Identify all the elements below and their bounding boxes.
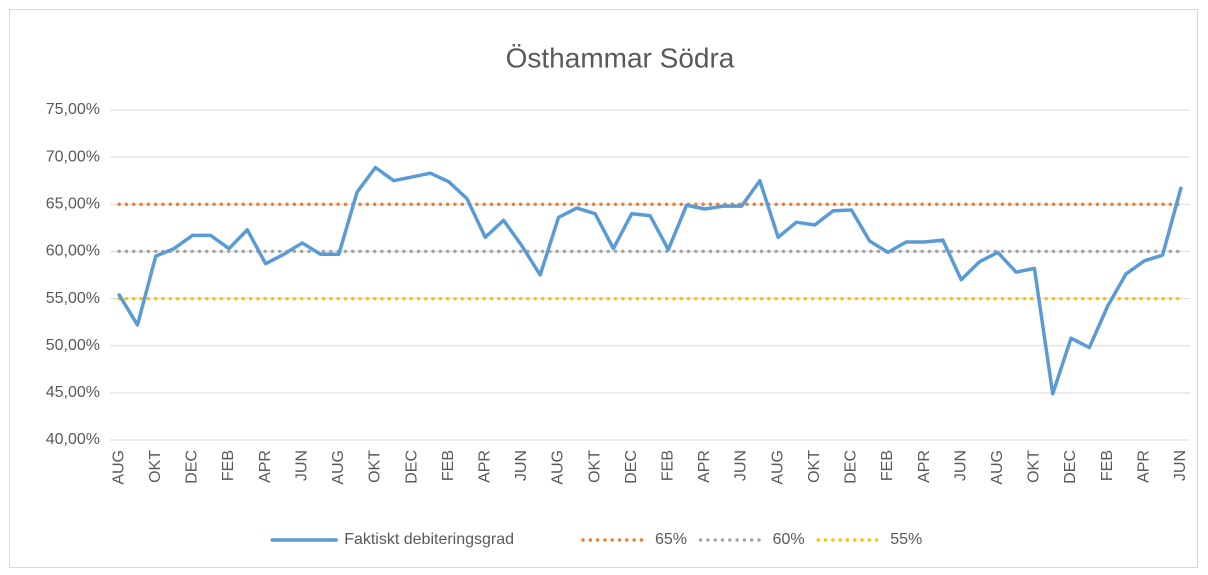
x-tick-label: AUG xyxy=(550,450,567,485)
x-tick-label: FEB xyxy=(220,450,237,481)
x-tick-label: FEB xyxy=(440,450,457,481)
legend-label: 55% xyxy=(890,531,922,548)
line-series xyxy=(117,165,1183,396)
x-tick-label: JUN xyxy=(952,450,969,481)
x-tick-label: APR xyxy=(1135,450,1152,483)
chart-border xyxy=(9,9,1198,568)
y-tick-label: 50,00% xyxy=(46,337,100,354)
x-tick-label: DEC xyxy=(1062,450,1079,484)
x-tick-label: DEC xyxy=(843,450,860,484)
x-tick-label: APR xyxy=(476,450,493,483)
x-tick-label: JUN xyxy=(733,450,750,481)
x-tick-label: OKT xyxy=(806,450,823,483)
x-tick-label: OKT xyxy=(1026,450,1043,483)
x-tick-label: APR xyxy=(696,450,713,483)
x-tick-label: APR xyxy=(916,450,933,483)
y-tick-label: 75,00% xyxy=(46,101,100,118)
legend-label: 65% xyxy=(655,531,687,548)
x-tick-label: JUN xyxy=(1172,450,1189,481)
x-tick-label: APR xyxy=(257,450,274,483)
y-tick-label: 65,00% xyxy=(46,196,100,213)
x-tick-label: AUG xyxy=(110,450,127,485)
x-tick-label: OKT xyxy=(367,450,384,483)
y-tick-label: 45,00% xyxy=(46,384,100,401)
legend-label: Faktiskt debiteringsgrad xyxy=(344,531,514,548)
chart-title: Östhammar Södra xyxy=(506,42,735,73)
y-tick-label: 60,00% xyxy=(46,243,100,260)
x-tick-label: OKT xyxy=(147,450,164,483)
x-tick-label: DEC xyxy=(184,450,201,484)
legend-label: 60% xyxy=(773,531,805,548)
x-tick-label: FEB xyxy=(879,450,896,481)
y-tick-label: 70,00% xyxy=(46,148,100,165)
x-tick-label: OKT xyxy=(586,450,603,483)
x-tick-label: JUN xyxy=(513,450,530,481)
x-tick-label: AUG xyxy=(769,450,786,485)
y-tick-label: 55,00% xyxy=(46,290,100,307)
x-tick-label: DEC xyxy=(403,450,420,484)
x-tick-label: DEC xyxy=(623,450,640,484)
x-tick-label: AUG xyxy=(989,450,1006,485)
x-tick-label: FEB xyxy=(660,450,677,481)
x-tick-label: FEB xyxy=(1099,450,1116,481)
x-tick-label: AUG xyxy=(330,450,347,485)
y-tick-label: 40,00% xyxy=(46,431,100,448)
x-tick-label: JUN xyxy=(293,450,310,481)
